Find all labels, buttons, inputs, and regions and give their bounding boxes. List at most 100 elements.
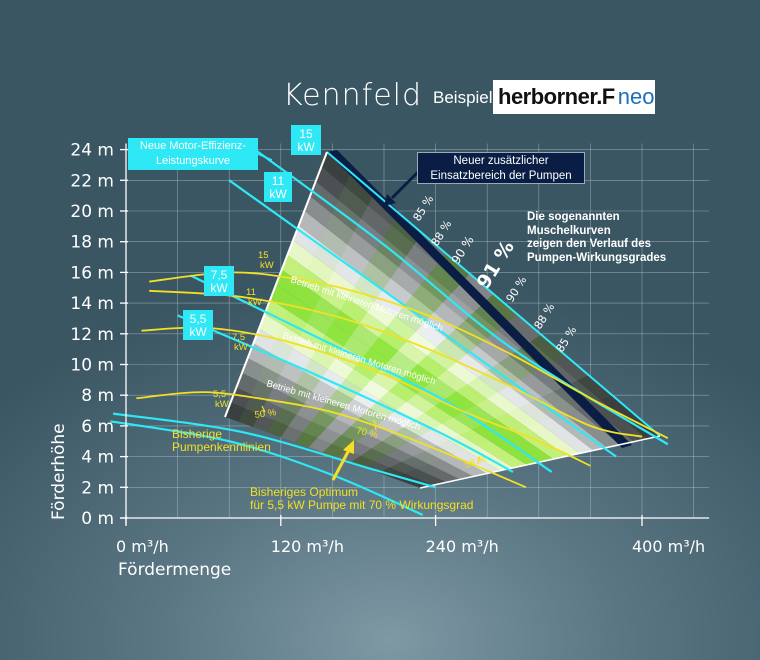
cyan-tag-box-2 (204, 266, 234, 296)
page-subtitle: Beispiel (433, 88, 493, 107)
muschel-label-0: 85 % (411, 193, 437, 224)
cyan-tag-unit-0: kW (297, 140, 315, 154)
point-label-0: 50 % (254, 407, 278, 421)
yellow-curve-1 (149, 289, 643, 438)
motor-curve-pointer (257, 153, 273, 161)
cyan-tag-box-3 (183, 310, 213, 340)
left-boundary (224, 151, 328, 418)
cyan-tag-box-1 (264, 172, 292, 202)
muschel-note: Die sogenannten Muschelkurven zeigen den… (527, 211, 727, 265)
y-tick-label-12: 24 m (70, 141, 114, 161)
efficiency-band-10 (264, 299, 527, 468)
muschel-stripe-5 (294, 253, 470, 448)
y-tick-label-8: 16 m (70, 263, 114, 283)
point-tick-2 (477, 455, 481, 465)
prev-optimum-note: Bisheriges Optimum für 5,5 kW Pumpe mit … (250, 486, 473, 512)
yellow-tag-2: 7,5kW (232, 332, 248, 353)
yellow-curve-3 (136, 391, 527, 489)
muschel-stripe-11 (378, 375, 613, 478)
axes: 0 m 2 m 4 m 6 m 8 m 10 m 12 m 14 m 16 m 18 m 20 m 2… (49, 141, 710, 580)
efficiency-band-16 (230, 387, 447, 486)
efficiency-band-4 (298, 210, 607, 451)
point-tick-0 (261, 405, 266, 413)
efficiency-band-9 (270, 284, 540, 465)
cyan-tag-num-3: 5,5 (190, 312, 207, 326)
optimum-arrow-shaft (331, 447, 352, 481)
muschel-stripe-2 (252, 192, 399, 433)
yellow-curve-2 (141, 326, 591, 467)
efficiency-band-15 (236, 372, 460, 483)
muschel-label-1: 88 % (429, 218, 455, 249)
y-tick-label-9: 18 m (70, 233, 114, 253)
efficiency-map (225, 152, 660, 488)
efficiency-band-13 (247, 343, 487, 477)
brand-logo: herborner.F neo (493, 80, 655, 114)
yellow-tag-num-2: 7,5 (232, 332, 245, 343)
header: Kennfeld Beispiel herborner.F neo (283, 78, 663, 118)
x-tick-label-3: 400 m³/h (632, 537, 705, 556)
efficiency-band-14 (242, 358, 474, 480)
muschel-label-2: 90 % (449, 233, 477, 266)
cyan-tag-unit-2: kW (210, 281, 228, 295)
x-tick-label-1: 120 m³/h (271, 537, 344, 556)
efficiency-band-3 (304, 196, 620, 448)
muschel-stripe-4 (280, 233, 446, 443)
cyan-curve-2 (190, 274, 553, 473)
bottom-boundary (419, 435, 661, 489)
curves: 85 %88 %90 %91 %90 %88 %85 %Betrieb mit … (110, 125, 669, 516)
y-tick-label-4: 8 m (81, 386, 114, 406)
x-axis-label: Fördermenge (118, 560, 231, 580)
yellow-tag-num-0: 15 (258, 250, 269, 261)
point-tick-1 (373, 419, 377, 431)
muschel-label-4: 90 % (504, 274, 530, 305)
yellow-tag-unit-1: kW (248, 297, 262, 308)
cyan-tag-unit-3: kW (189, 325, 207, 339)
yellow-tag-num-3: 5,5 (213, 389, 226, 400)
x-tick-label-0: 0 m³/h (116, 537, 169, 556)
y-tick-label-7: 14 m (70, 294, 114, 314)
cyan-tag-num-0: 15 (299, 127, 313, 141)
new-range-arrow-head (384, 194, 396, 206)
new-range-line1: Neuer zusätzlicher (453, 155, 549, 167)
cyan-curve-3 (177, 314, 514, 473)
y-tick-label-11: 22 m (70, 171, 114, 191)
muschel-line3: zeigen den Verlauf des (527, 238, 651, 250)
brand-neo: neo (617, 84, 655, 109)
motor-curve-label: Neue Motor-Effizienz-Leistungskurve (139, 140, 247, 167)
cyan-tag-3: 5,5kW (183, 310, 213, 340)
cyan-curve-4 (112, 412, 436, 489)
efficiency-band-2 (310, 181, 634, 445)
brand-main: herborner.F (498, 84, 615, 109)
muschel-stripe-6 (308, 273, 494, 453)
yellow-tag-unit-2: kW (234, 342, 248, 353)
page-title: Kennfeld (283, 78, 423, 113)
outer-boundary (326, 151, 661, 437)
muschel-stripe-9 (350, 334, 565, 468)
yellow-tag-unit-0: kW (260, 260, 274, 271)
cyan-tag-num-1: 11 (272, 174, 285, 188)
efficiency-band-8 (276, 269, 554, 462)
y-tick-label-6: 12 m (70, 325, 114, 345)
efficiency-band-6 (287, 240, 580, 457)
prev-curves-line1: Bisherige (172, 427, 223, 441)
new-range-box: Neuer zusätzlicher Einsatzbereich der Pu… (417, 152, 585, 184)
y-tick-label-0: 0 m (81, 509, 114, 529)
x-tick-label-2: 240 m³/h (426, 537, 499, 556)
y-tick-label-2: 4 m (81, 448, 114, 468)
muschel-label-5: 88 % (532, 301, 558, 332)
efficiency-band-12 (253, 328, 500, 474)
yellow-tag-num-1: 11 (246, 287, 256, 298)
efficiency-band-11 (259, 313, 514, 471)
muschel-stripe-3 (266, 212, 423, 438)
muschel-line4: Pumpen-Wirkungsgrades (527, 251, 667, 264)
new-range-line2: Einsatzbereich der Pumpen (430, 170, 572, 182)
yellow-tag-unit-3: kW (215, 399, 229, 410)
efficiency-band-17 (225, 402, 434, 488)
y-tick-label-1: 2 m (81, 478, 114, 498)
